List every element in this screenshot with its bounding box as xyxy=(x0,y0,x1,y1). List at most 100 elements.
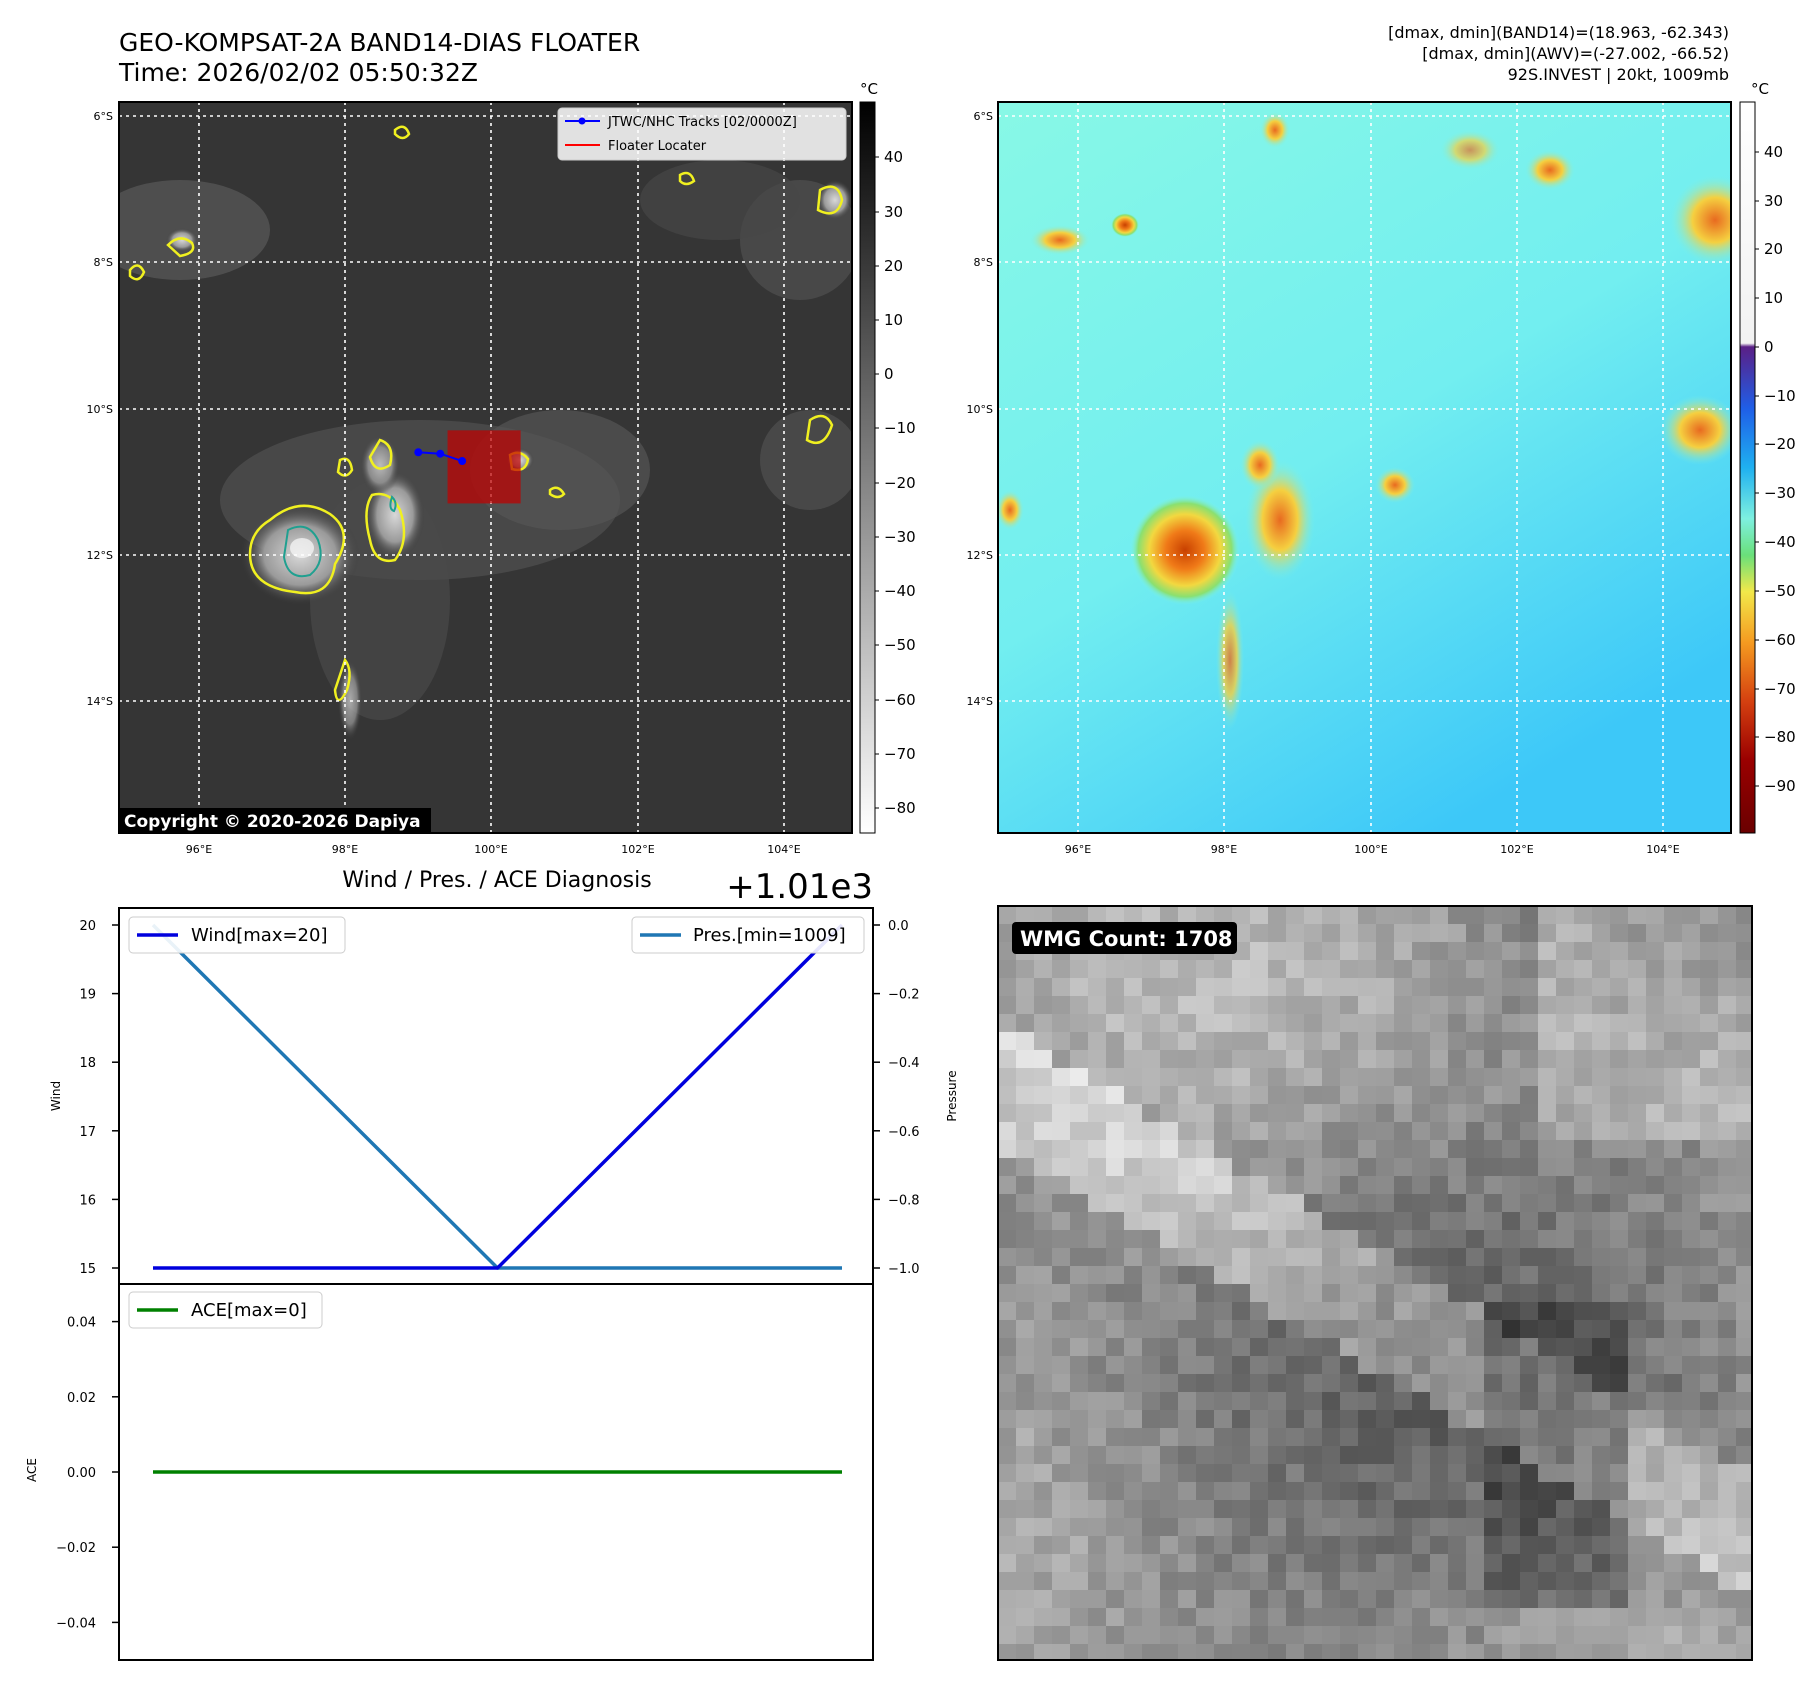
wmg-cell xyxy=(1448,1212,1466,1230)
svg-text:10°S: 10°S xyxy=(967,403,993,416)
wmg-cell xyxy=(1016,1572,1034,1590)
wmg-cell xyxy=(1628,1230,1646,1248)
wmg-cell xyxy=(1106,1464,1124,1482)
wmg-cell xyxy=(1592,1554,1610,1572)
wmg-cell xyxy=(1142,1500,1160,1518)
wmg-cell xyxy=(1538,1320,1556,1338)
wmg-cell xyxy=(1736,1554,1752,1572)
wmg-cell xyxy=(1610,1086,1628,1104)
wmg-cell xyxy=(1466,1644,1484,1660)
wmg-cell xyxy=(1196,1140,1214,1158)
wmg-cell xyxy=(1538,1536,1556,1554)
wmg-cell xyxy=(1322,978,1340,996)
svg-text:0: 0 xyxy=(1764,338,1774,356)
wmg-cell xyxy=(1448,1482,1466,1500)
wmg-cell xyxy=(1232,1464,1250,1482)
wmg-cell xyxy=(1322,1212,1340,1230)
wmg-cell xyxy=(1556,1608,1574,1626)
wmg-cell xyxy=(1106,1266,1124,1284)
wmg-cell xyxy=(1142,1212,1160,1230)
wmg-cell xyxy=(1034,1644,1052,1660)
wmg-cell xyxy=(1502,1302,1520,1320)
wmg-cell xyxy=(1178,1572,1196,1590)
svg-text:−50: −50 xyxy=(884,636,916,654)
wmg-cell xyxy=(1448,1266,1466,1284)
wmg-cell xyxy=(1196,1626,1214,1644)
wmg-cell xyxy=(1394,1050,1412,1068)
wmg-cell xyxy=(1700,1050,1718,1068)
wmg-cell xyxy=(1268,1014,1286,1032)
wmg-cell xyxy=(1394,1212,1412,1230)
wmg-cell xyxy=(1160,1500,1178,1518)
wmg-cell xyxy=(1052,1230,1070,1248)
wmg-cell xyxy=(1052,1032,1070,1050)
wmg-cell xyxy=(1736,1590,1752,1608)
wmg-cell xyxy=(1088,1356,1106,1374)
wmg-cell xyxy=(1664,1626,1682,1644)
wmg-cell xyxy=(1358,1266,1376,1284)
wmg-cell xyxy=(1556,1320,1574,1338)
wmg-cell xyxy=(1322,1302,1340,1320)
wmg-cell xyxy=(1376,1500,1394,1518)
wmg-cell xyxy=(1448,1590,1466,1608)
track-point-0 xyxy=(414,448,423,457)
wmg-cell xyxy=(1304,1644,1322,1660)
wmg-cell xyxy=(1556,1374,1574,1392)
wmg-cell xyxy=(1682,1140,1700,1158)
wmg-cell xyxy=(1610,942,1628,960)
wmg-cell xyxy=(1700,960,1718,978)
wmg-cell xyxy=(1340,1032,1358,1050)
wmg-cell xyxy=(1178,1194,1196,1212)
wmg-cell xyxy=(1736,1248,1752,1266)
wmg-cell xyxy=(1484,1626,1502,1644)
wmg-cell xyxy=(1142,1068,1160,1086)
wmg-cell xyxy=(1682,1554,1700,1572)
wmg-cell xyxy=(1448,1500,1466,1518)
wmg-cell xyxy=(998,1392,1016,1410)
wmg-cell xyxy=(1412,1230,1430,1248)
wmg-cell xyxy=(1376,1356,1394,1374)
wmg-cell xyxy=(1736,1230,1752,1248)
wmg-cell xyxy=(1520,1302,1538,1320)
wmg-cell xyxy=(1340,1590,1358,1608)
wmg-cell xyxy=(1448,1032,1466,1050)
wmg-cell xyxy=(1700,1338,1718,1356)
wmg-cell xyxy=(1520,1500,1538,1518)
wmg-cell xyxy=(1124,1194,1142,1212)
wmg-cell xyxy=(1430,1266,1448,1284)
wmg-cell xyxy=(1736,1464,1752,1482)
wmg-cell xyxy=(1016,1266,1034,1284)
wmg-cell xyxy=(1304,1374,1322,1392)
wmg-cell xyxy=(1268,1626,1286,1644)
wmg-cell xyxy=(1340,1482,1358,1500)
wmg-cell xyxy=(1502,1230,1520,1248)
wmg-cell xyxy=(1088,1158,1106,1176)
ace-axis-label: ACE xyxy=(25,1458,39,1482)
wmg-cell xyxy=(1682,1230,1700,1248)
wmg-cell xyxy=(1142,1176,1160,1194)
wmg-cell xyxy=(1196,1176,1214,1194)
wmg-cell xyxy=(1340,1338,1358,1356)
ace-y-ticks: 0.040.020.00−0.02−0.04 xyxy=(56,1316,119,1631)
wmg-cell xyxy=(1376,1284,1394,1302)
wmg-cell xyxy=(1376,996,1394,1014)
wmg-cell xyxy=(998,1590,1016,1608)
wmg-cell xyxy=(1484,1284,1502,1302)
wmg-cell xyxy=(1286,1428,1304,1446)
wmg-cell xyxy=(1196,1014,1214,1032)
wmg-cell xyxy=(1502,1518,1520,1536)
wmg-cell xyxy=(1610,1554,1628,1572)
wmg-cell xyxy=(1358,1320,1376,1338)
wmg-cell xyxy=(1268,1464,1286,1482)
wmg-cell xyxy=(1088,1176,1106,1194)
svg-text:100°E: 100°E xyxy=(1354,843,1387,856)
wmg-cell xyxy=(1250,1590,1268,1608)
wmg-cell xyxy=(1736,1374,1752,1392)
wmg-cell xyxy=(1214,1122,1232,1140)
wmg-cell xyxy=(1646,1302,1664,1320)
wmg-cell xyxy=(1538,978,1556,996)
wmg-cell xyxy=(1538,1626,1556,1644)
wmg-cell xyxy=(1520,1464,1538,1482)
wmg-cell xyxy=(1088,1608,1106,1626)
